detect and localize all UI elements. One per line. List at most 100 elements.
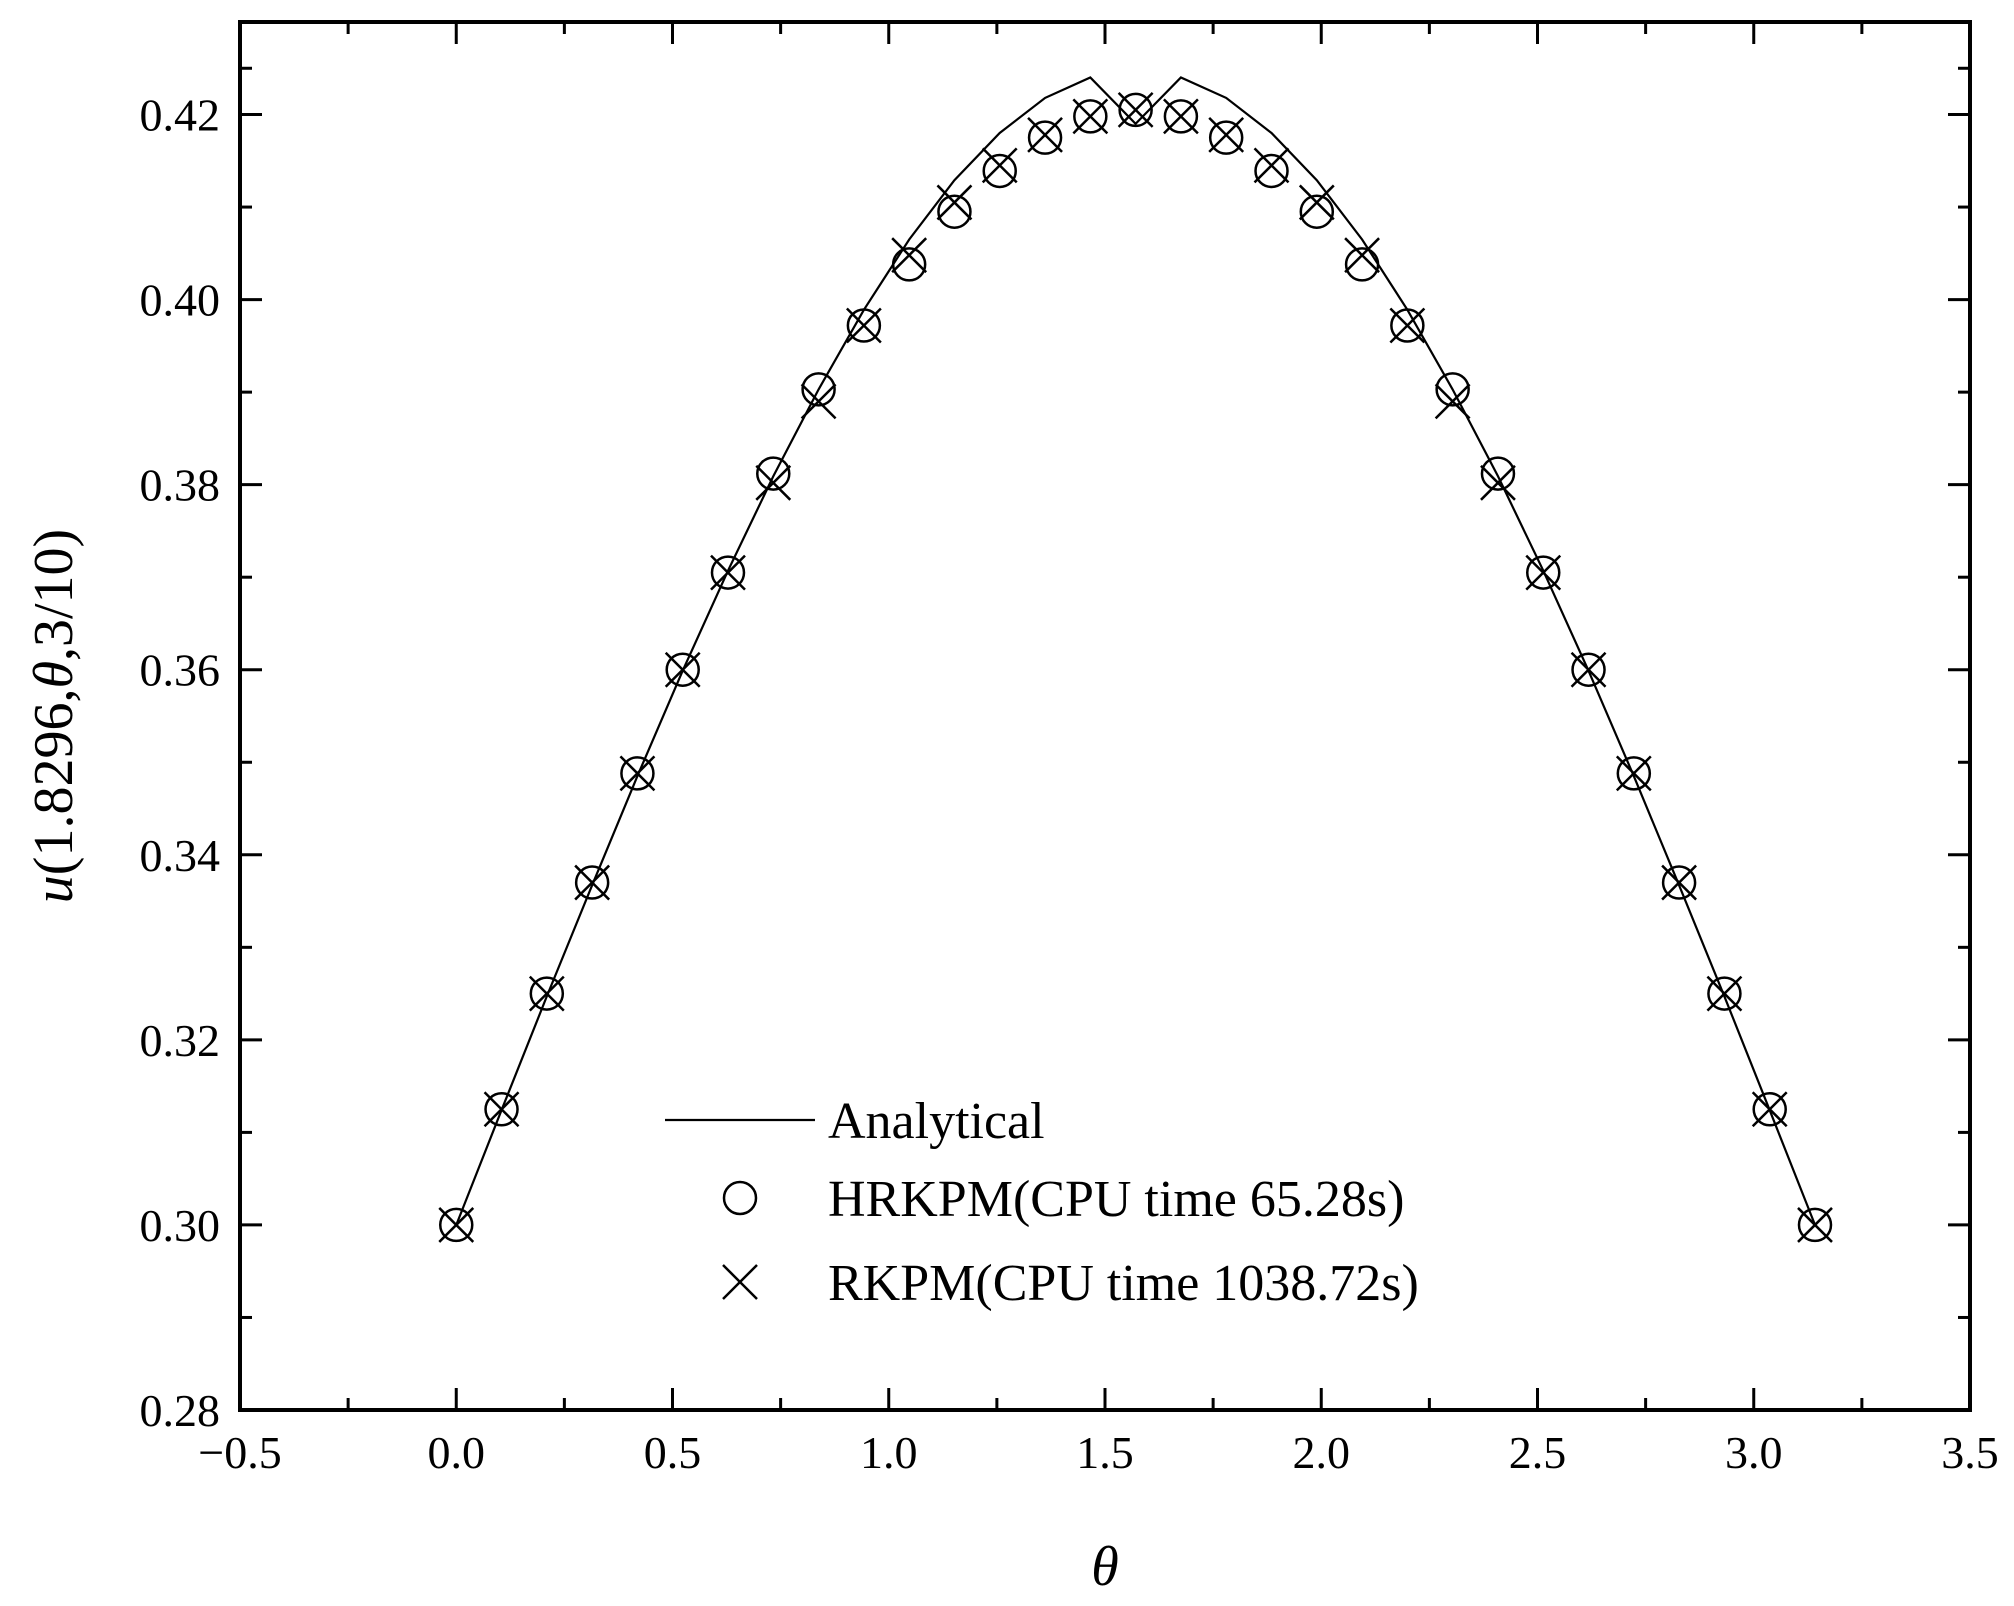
- legend-circle-swatch: [722, 1180, 758, 1216]
- legend-label: Analytical: [828, 1093, 1045, 1150]
- point-rkpm-stroke: [574, 864, 611, 901]
- point-hrkpm: [1208, 120, 1244, 155]
- point-rkpm: [619, 755, 656, 792]
- point-rkpm: [845, 307, 882, 344]
- point-rkpm: [891, 237, 928, 274]
- y-tick-label: 0.38: [140, 460, 221, 511]
- y-tick-label: 0.32: [140, 1015, 221, 1066]
- y-tick-label: 0.40: [140, 275, 221, 326]
- point-rkpm: [664, 651, 701, 688]
- point-hrkpm: [756, 456, 791, 491]
- point-rkpm-stroke: [1525, 554, 1562, 591]
- point-hrkpm: [982, 153, 1017, 189]
- series-line-analytical: [455, 76, 1817, 1226]
- point-rkpm: [981, 147, 1018, 184]
- point-rkpm-stroke: [1706, 975, 1743, 1012]
- point-rkpm: [574, 864, 611, 901]
- point-rkpm: [1208, 117, 1245, 153]
- point-rkpm-stroke: [1208, 117, 1245, 153]
- point-rkpm-stroke: [800, 383, 837, 420]
- point-hrkpm: [1616, 756, 1652, 791]
- x-tick-label: 0.5: [644, 1427, 702, 1478]
- legend-cross-swatch: [722, 1264, 758, 1300]
- point-hrkpm: [665, 652, 700, 687]
- point-rkpm: [1298, 184, 1335, 221]
- x-tick-label: 2.5: [1509, 1427, 1567, 1478]
- point-rkpm: [1751, 1091, 1788, 1128]
- point-rkpm: [1615, 755, 1652, 792]
- legend: Analytical HRKPM(CPU time 65.28s) RKPM(CPU…: [665, 1093, 1419, 1312]
- point-rkpm: [1706, 975, 1743, 1012]
- point-rkpm: [528, 975, 565, 1012]
- point-rkpm-stroke: [1661, 864, 1697, 901]
- axis-tick-labels: −0.5 0.0 0.5 1.0 1.5 2.0 2.5 3.0 3.5 0.28 0.30 0.32…: [140, 90, 1999, 1478]
- point-hrkpm: [1163, 99, 1199, 134]
- point-hrkpm: [529, 976, 565, 1011]
- point-hrkpm: [1526, 555, 1561, 590]
- point-rkpm: [1525, 554, 1562, 591]
- point-rkpm-stroke: [1480, 464, 1516, 501]
- point-rkpm-stroke: [664, 651, 701, 688]
- point-rkpm: [1027, 117, 1063, 153]
- y-tick-label: 0.36: [140, 645, 221, 696]
- x-tick-label: 1.5: [1076, 1427, 1134, 1478]
- plot-marks: [438, 76, 1833, 1243]
- point-rkpm: [438, 1207, 475, 1243]
- point-hrkpm: [1118, 92, 1153, 128]
- x-tick-label: 1.0: [860, 1427, 918, 1478]
- point-rkpm: [800, 383, 837, 420]
- point-rkpm: [1570, 651, 1607, 688]
- x-tick-label: 3.0: [1725, 1427, 1783, 1478]
- point-rkpm: [1797, 1207, 1833, 1243]
- point-hrkpm: [710, 555, 746, 590]
- point-hrkpm: [1435, 372, 1470, 407]
- y-tick-label: 0.42: [140, 90, 221, 141]
- point-hrkpm: [801, 372, 836, 407]
- point-rkpm-stroke: [710, 554, 746, 591]
- point-rkpm-stroke: [438, 1207, 475, 1243]
- point-rkpm-stroke: [1027, 117, 1063, 153]
- point-hrkpm: [484, 1092, 519, 1127]
- point-rkpm-stroke: [891, 237, 928, 274]
- point-rkpm-stroke: [845, 307, 882, 344]
- point-rkpm-stroke: [1344, 237, 1380, 274]
- point-rkpm: [1389, 307, 1426, 344]
- point-hrkpm: [1480, 456, 1516, 491]
- point-hrkpm: [620, 756, 655, 791]
- point-rkpm: [1480, 464, 1516, 501]
- y-tick-label: 0.34: [140, 830, 221, 881]
- point-hrkpm: [1254, 153, 1289, 189]
- point-hrkpm: [846, 308, 882, 343]
- point-hrkpm: [891, 247, 927, 282]
- point-hrkpm: [574, 865, 610, 900]
- point-rkpm: [1661, 864, 1697, 901]
- point-rkpm-stroke: [755, 464, 792, 501]
- point-rkpm: [1072, 98, 1109, 135]
- point-rkpm: [710, 554, 746, 591]
- point-rkpm: [1163, 98, 1199, 135]
- point-rkpm: [1117, 92, 1154, 128]
- y-axis-title-part: ,3/10): [23, 529, 85, 661]
- point-hrkpm: [937, 194, 972, 229]
- y-axis-title-part: θ: [23, 661, 85, 689]
- point-rkpm-stroke: [1163, 98, 1199, 135]
- point-hrkpm: [439, 1207, 474, 1243]
- x-tick-label: 3.5: [1941, 1427, 1999, 1478]
- point-rkpm: [483, 1091, 520, 1128]
- point-rkpm-stroke: [1298, 184, 1335, 221]
- point-hrkpm: [1299, 194, 1335, 229]
- point-rkpm-stroke: [936, 184, 973, 221]
- point-rkpm-stroke: [528, 975, 565, 1012]
- point-hrkpm: [1027, 120, 1063, 155]
- x-axis-title: θ: [1091, 1536, 1119, 1598]
- y-axis-title: u(1.8296,θ,3/10): [23, 529, 85, 903]
- point-hrkpm: [1571, 652, 1606, 687]
- point-rkpm: [755, 464, 792, 501]
- x-tick-label: 0.0: [428, 1427, 486, 1478]
- axis-ticks: [238, 22, 1972, 1412]
- y-tick-label: 0.28: [140, 1385, 221, 1436]
- point-rkpm-stroke: [483, 1091, 520, 1128]
- point-rkpm-stroke: [1570, 651, 1607, 688]
- x-tick-label: −0.5: [198, 1427, 281, 1478]
